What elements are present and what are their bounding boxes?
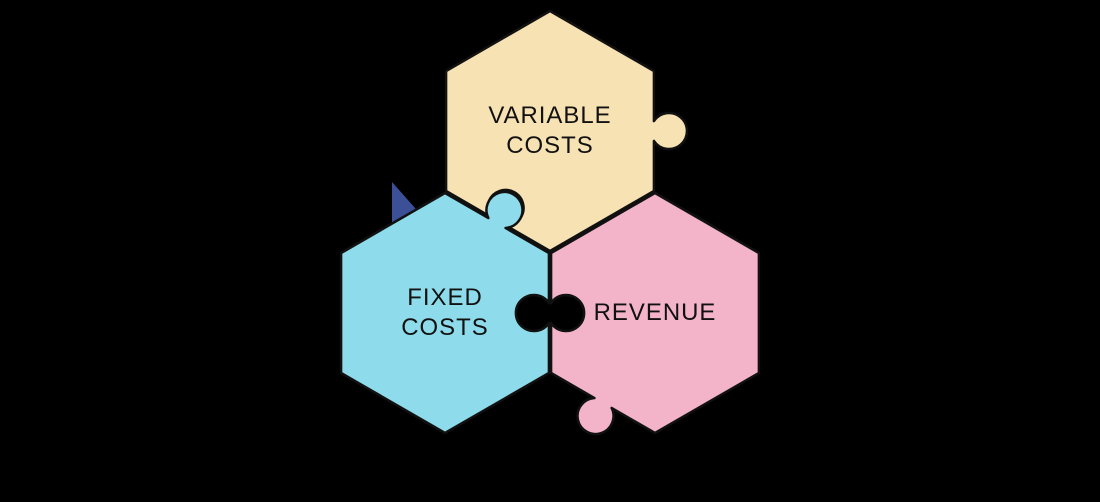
hex-puzzle-svg [270, 1, 830, 501]
hex-puzzle-group: VARIABLE COSTS FIXED COSTS REVENUE [270, 1, 830, 501]
diagram-stage: Save My Exams VARIABLE COSTS FIXED COSTS… [0, 0, 1100, 502]
